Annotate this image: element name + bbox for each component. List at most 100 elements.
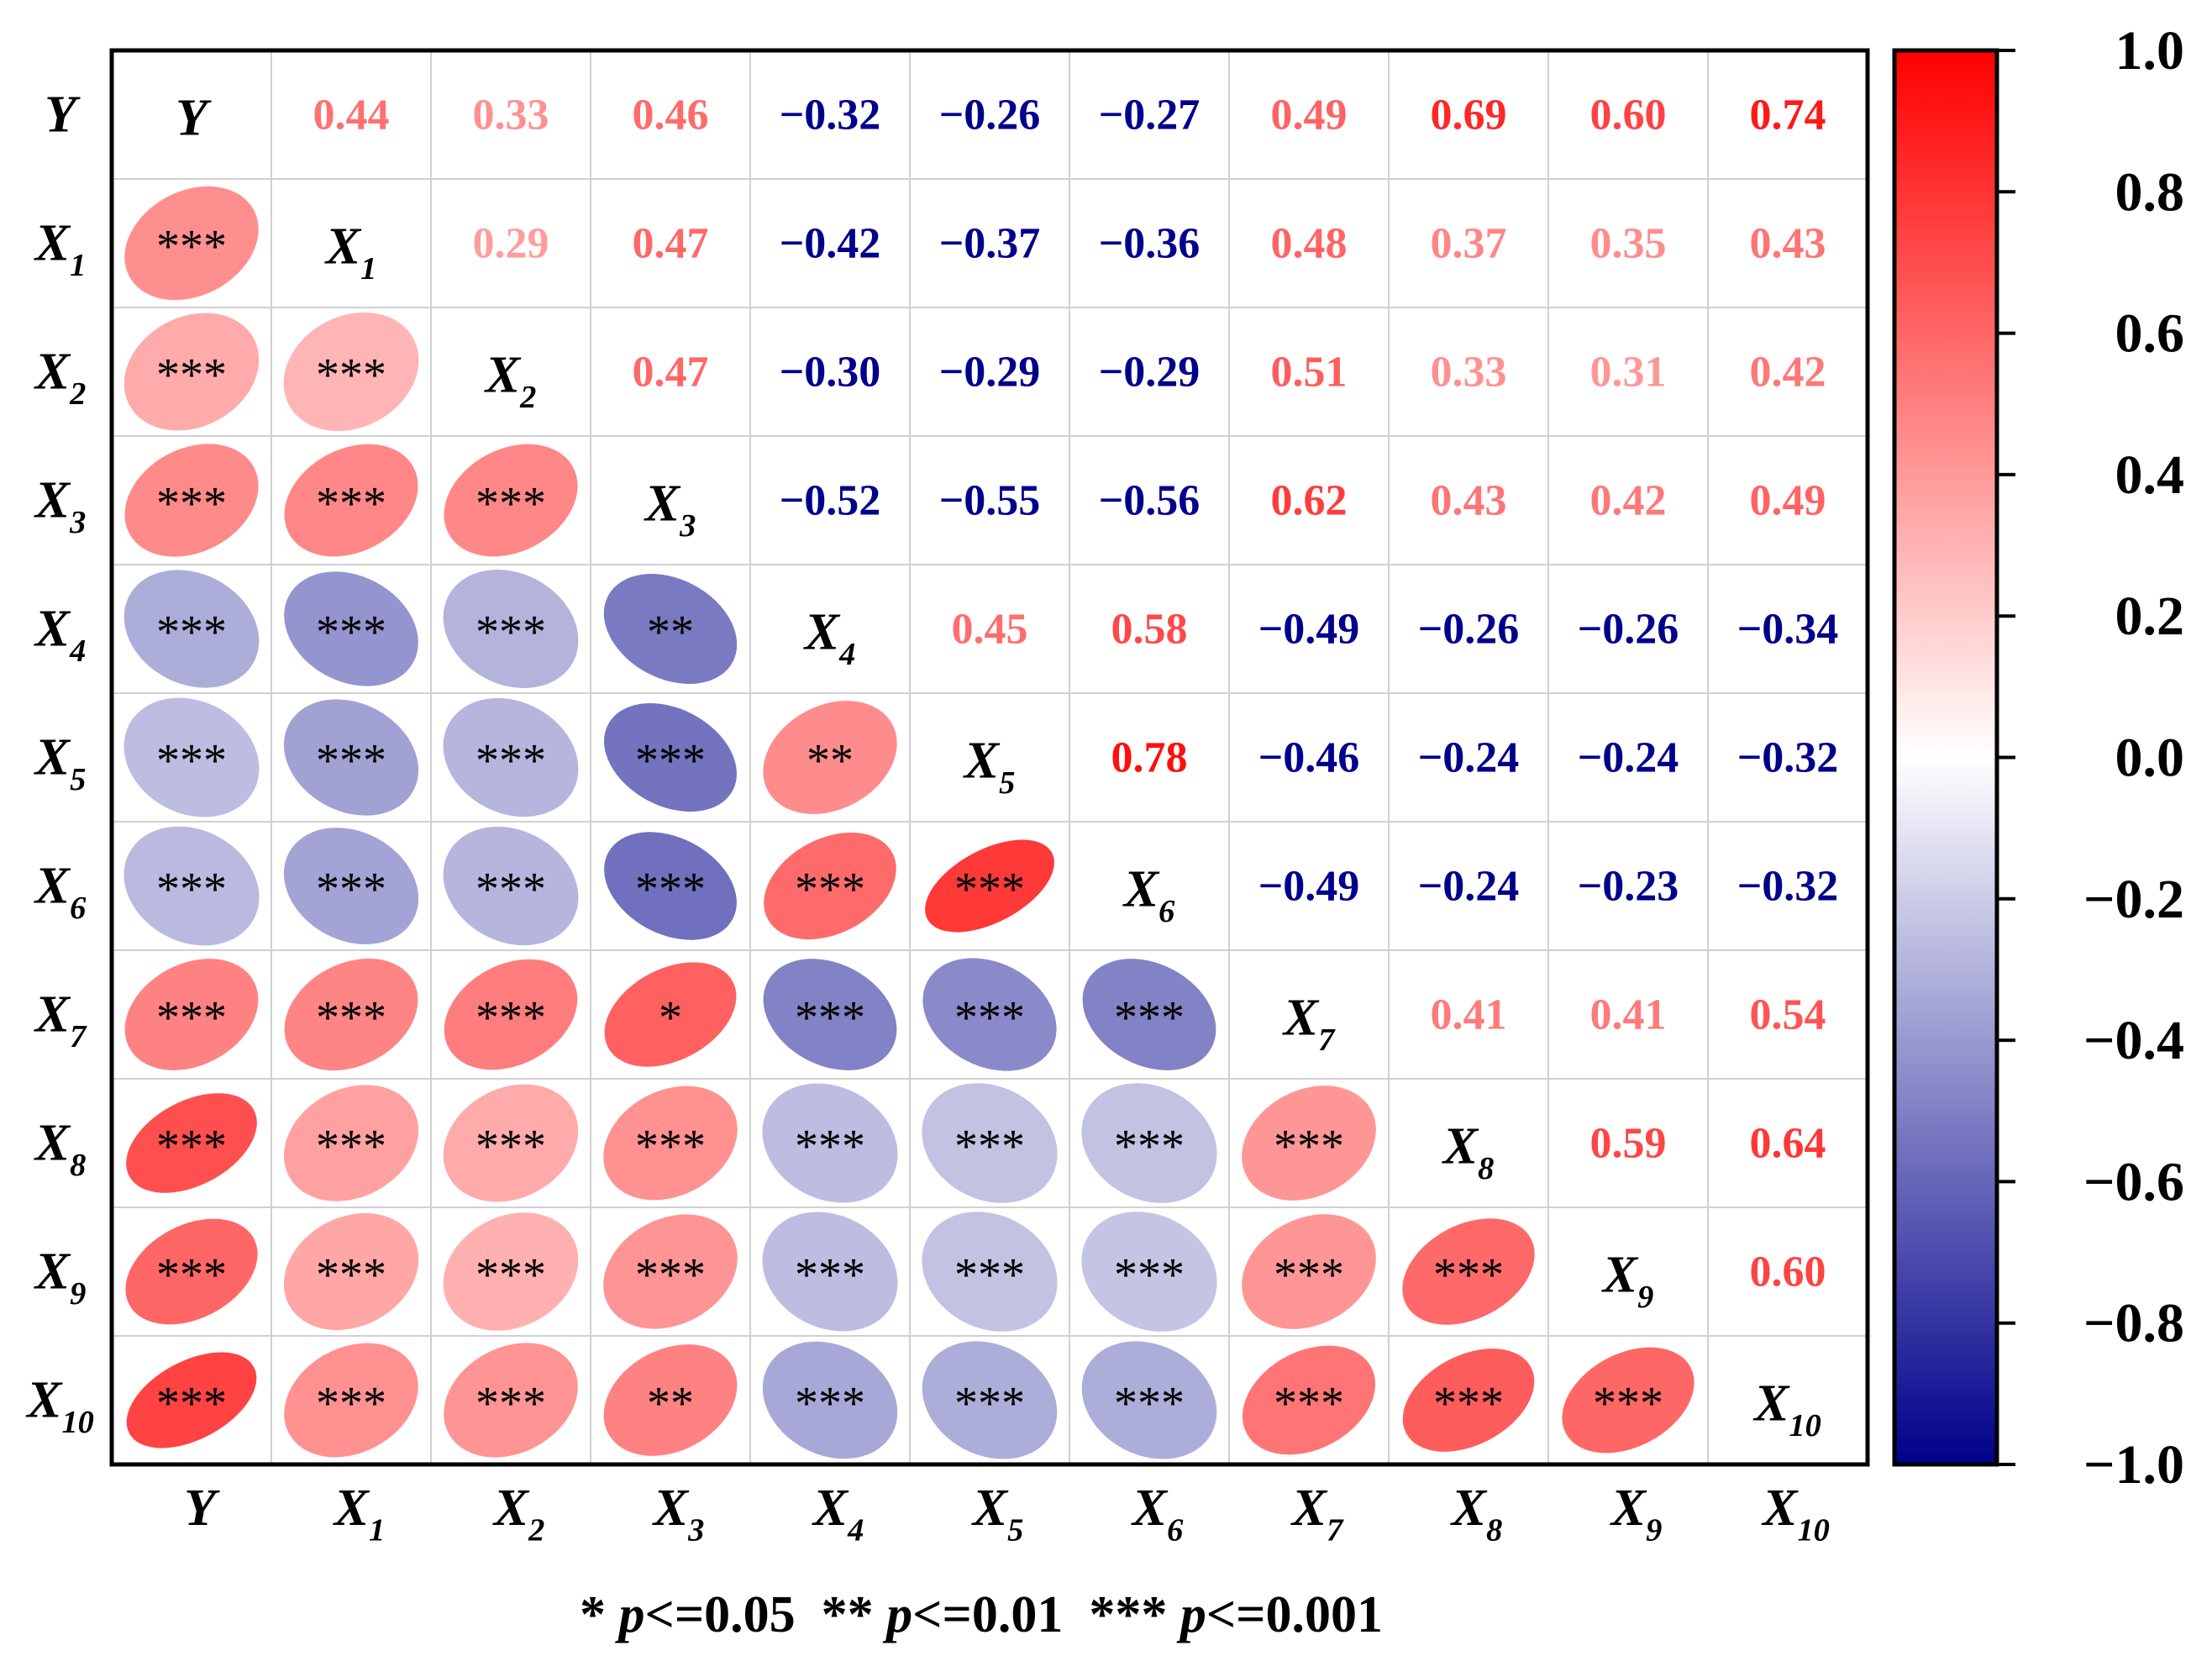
- significance-stars: ***: [1114, 1121, 1185, 1173]
- row-label-subscript: 8: [70, 1148, 86, 1183]
- correlation-value: −0.56: [1099, 477, 1201, 525]
- correlation-ellipse: [604, 702, 737, 812]
- correlation-ellipse: [1242, 1214, 1376, 1329]
- significance-stars: ***: [1274, 1121, 1344, 1173]
- row-label: X7: [34, 986, 87, 1055]
- correlation-ellipse: [123, 826, 260, 946]
- column-label: X3: [652, 1480, 705, 1548]
- correlation-value: 0.45: [952, 606, 1028, 654]
- row-label: X5: [34, 729, 87, 798]
- diagonal-label-subscript: 6: [1159, 894, 1175, 929]
- diagonal-label: X8: [1442, 1118, 1495, 1187]
- colorbar-tick-label: −0.4: [2083, 1010, 2184, 1071]
- column-label-base: X: [1761, 1480, 1799, 1537]
- significance-stars: ***: [1274, 1249, 1344, 1301]
- correlation-value: −0.55: [939, 477, 1041, 525]
- column-label: Y: [184, 1480, 220, 1537]
- correlation-ellipse: [604, 832, 737, 940]
- correlation-ellipse: [443, 570, 579, 688]
- correlation-value: −0.32: [1737, 863, 1839, 911]
- column-label: X6: [1131, 1480, 1184, 1548]
- correlation-ellipse: [1242, 1345, 1376, 1455]
- significance-stars: ***: [635, 735, 706, 787]
- significance-stars: ***: [635, 864, 706, 916]
- column-label-base: X: [492, 1480, 530, 1537]
- correlation-ellipse: [922, 958, 1057, 1071]
- row-label: X10: [25, 1372, 94, 1441]
- row-label-base: X: [34, 344, 71, 401]
- column-label-subscript: 3: [687, 1513, 704, 1548]
- row-label-subscript: 2: [69, 376, 86, 412]
- significance-stars: ***: [156, 1249, 227, 1301]
- significance-stars: ***: [316, 478, 386, 530]
- column-label-subscript: 4: [847, 1513, 864, 1548]
- significance-stars: **: [807, 735, 854, 787]
- significance-stars: ***: [1114, 1378, 1185, 1430]
- legend-threshold: <=0.001: [1206, 1586, 1383, 1643]
- correlation-value: −0.37: [939, 220, 1041, 268]
- diagonal-label: X4: [803, 604, 856, 673]
- correlation-value: −0.29: [939, 349, 1041, 397]
- colorbar-tick-label: 0.2: [2115, 586, 2185, 647]
- column-label: X9: [1610, 1480, 1663, 1548]
- matrix-frame: [109, 48, 1870, 1467]
- significance-stars: ***: [316, 607, 386, 659]
- correlation-ellipse: [284, 571, 418, 686]
- correlation-value: 0.42: [1750, 349, 1826, 397]
- diagonal-label-base: X: [803, 604, 841, 661]
- row-label: X2: [34, 344, 87, 413]
- correlation-ellipse: [922, 1341, 1058, 1459]
- legend-stars: ***: [1063, 1586, 1180, 1643]
- diagonal-label-base: X: [484, 347, 522, 404]
- correlation-value: 0.33: [473, 92, 549, 139]
- correlation-value: 0.46: [633, 92, 709, 139]
- significance-stars: *: [659, 992, 682, 1044]
- column-label: X7: [1290, 1480, 1344, 1548]
- column-label: X10: [1761, 1480, 1830, 1548]
- correlation-value: 0.49: [1271, 92, 1348, 139]
- correlation-ellipse: [124, 186, 259, 301]
- diagonal-label-subscript: 4: [838, 637, 855, 672]
- correlation-value: −0.26: [939, 92, 1041, 139]
- column-label-subscript: 6: [1167, 1513, 1184, 1548]
- correlation-value: 0.78: [1111, 734, 1188, 782]
- significance-stars: ***: [316, 992, 386, 1044]
- correlation-value: 0.41: [1590, 991, 1667, 1039]
- correlation-ellipse: [762, 1212, 898, 1332]
- column-label-subscript: 10: [1797, 1513, 1829, 1548]
- diagonal-label-base: X: [1122, 861, 1160, 918]
- correlation-value: −0.34: [1737, 606, 1839, 654]
- legend-p: p: [1176, 1586, 1206, 1643]
- correlation-value: −0.24: [1578, 734, 1679, 782]
- row-label: X3: [34, 472, 87, 541]
- correlation-ellipse: [283, 312, 419, 432]
- correlation-ellipse: [444, 1343, 578, 1458]
- column-label-subscript: 7: [1327, 1513, 1344, 1548]
- correlation-value: 0.49: [1750, 477, 1826, 525]
- column-label: X5: [971, 1480, 1024, 1548]
- significance-stars: ***: [476, 864, 546, 916]
- significance-stars: ***: [795, 864, 865, 916]
- correlation-value: −0.46: [1258, 734, 1360, 782]
- correlation-ellipse: [603, 574, 738, 684]
- axis-labels: YYX1X1X2X2X3X3X4X4X5X5X6X6X7X7X8X8X9X9X1…: [25, 87, 1830, 1548]
- diagonal-label-subscript: 9: [1637, 1280, 1653, 1315]
- diagonal-label: X2: [484, 347, 537, 416]
- diagonal-label: X5: [963, 733, 1016, 802]
- significance-stars: **: [647, 1378, 694, 1430]
- significance-stars: ***: [316, 1249, 386, 1301]
- correlation-value: −0.24: [1418, 863, 1520, 911]
- significance-stars: ***: [476, 478, 546, 530]
- correlation-ellipse: [123, 570, 260, 688]
- significance-stars: ***: [635, 1249, 706, 1301]
- significance-stars: ***: [156, 1378, 227, 1430]
- row-label-base: X: [34, 472, 71, 529]
- diagonal-label-subscript: 5: [999, 765, 1015, 801]
- row-label-subscript: 10: [61, 1405, 93, 1440]
- correlation-value: −0.27: [1099, 92, 1201, 139]
- legend-threshold: <=0.05: [644, 1586, 795, 1643]
- correlation-value: 0.37: [1431, 220, 1507, 268]
- row-label-base: X: [34, 986, 71, 1044]
- correlation-ellipse: [1402, 1348, 1535, 1452]
